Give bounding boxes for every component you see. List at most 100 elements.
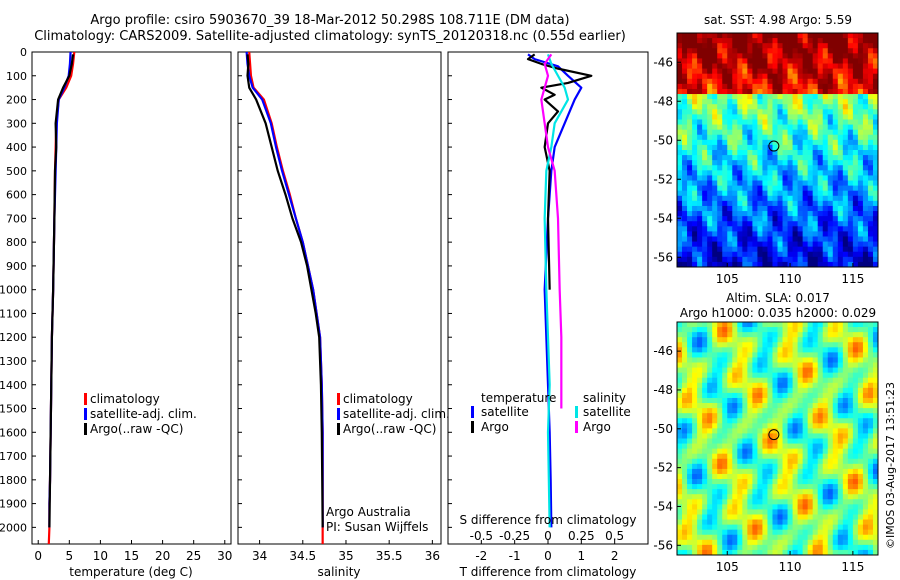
x-tick-label: 5	[65, 549, 73, 563]
map-cell	[827, 489, 834, 495]
map-cell	[827, 438, 834, 444]
map-cell	[797, 139, 804, 146]
map-cell	[772, 134, 778, 141]
map-cell	[732, 443, 738, 450]
map-cell	[827, 494, 834, 500]
map-cell	[762, 387, 768, 394]
map-cell	[857, 428, 864, 434]
map-cell	[862, 514, 869, 520]
map-cell	[852, 231, 859, 237]
map-cell	[862, 99, 869, 105]
x-tick-label: 36	[425, 549, 440, 563]
map-cell	[717, 549, 723, 556]
map-cell	[812, 195, 819, 202]
map-cell	[862, 534, 869, 541]
map-cell	[862, 377, 869, 384]
map-cell	[807, 408, 814, 414]
map-cell	[797, 53, 804, 59]
map-cell	[852, 347, 859, 353]
map-cell	[797, 190, 804, 197]
map-cell	[797, 403, 804, 409]
map-cell	[802, 256, 809, 263]
map-cell	[752, 484, 758, 490]
depth-tick-label: 400	[6, 141, 27, 154]
map-cell	[822, 327, 829, 333]
map-cell	[822, 63, 829, 70]
map-cell	[837, 327, 844, 333]
map-cell	[687, 48, 693, 54]
map-cell	[722, 377, 728, 384]
map-cell	[822, 43, 829, 49]
map-cell	[702, 519, 708, 526]
map-cell	[772, 160, 778, 166]
series-line-sal-climatology	[248, 52, 324, 544]
map-cell	[747, 216, 753, 222]
map-cell	[687, 200, 693, 207]
map-cell	[797, 73, 804, 80]
map-cell	[797, 519, 804, 526]
map-cell	[767, 78, 773, 85]
map-cell	[677, 534, 683, 541]
map-cell	[857, 94, 864, 100]
map-cell	[767, 524, 773, 531]
map-cell	[692, 48, 698, 54]
map-cell	[707, 463, 713, 470]
map-cell	[857, 403, 864, 409]
map-x-tick-label: 115	[841, 560, 864, 574]
map-cell	[732, 433, 738, 439]
map-cell	[752, 175, 758, 181]
map-cell	[807, 423, 814, 429]
map-cell	[777, 63, 783, 70]
map-cell	[792, 170, 799, 176]
map-cell	[752, 362, 758, 368]
map-cell	[867, 73, 874, 80]
map-cell	[847, 367, 854, 374]
map-cell	[732, 261, 738, 268]
map-cell	[692, 231, 698, 237]
map-cell	[827, 387, 834, 394]
map-cell	[707, 539, 713, 546]
map-cell	[827, 544, 834, 551]
map-cell	[772, 190, 778, 197]
map-cell	[722, 190, 728, 197]
map-cell	[857, 58, 864, 64]
map-cell	[677, 175, 683, 181]
map-cell	[767, 362, 773, 368]
map-cell	[837, 94, 844, 100]
map-cell	[782, 129, 788, 136]
map-cell	[772, 479, 778, 485]
map-cell	[757, 534, 763, 541]
map-cell	[682, 88, 688, 95]
map-cell	[837, 332, 844, 338]
map-cell	[732, 418, 738, 424]
map-cell	[732, 221, 738, 227]
map-cell	[712, 99, 718, 105]
map-cell	[697, 519, 703, 526]
map-cell	[872, 408, 879, 414]
map-cell	[872, 33, 879, 39]
map-cell	[802, 246, 809, 253]
map-cell	[782, 155, 788, 161]
x-axes: 0 5 10 15 20 25 30 34 34.5 35 35.5 36 -2 -1 0 1 2-0.5 -0.…	[34, 529, 624, 563]
map-cell	[817, 226, 824, 232]
map-cell	[837, 175, 844, 181]
map-cell	[867, 231, 874, 237]
map-cell	[687, 246, 693, 253]
map-cell	[742, 58, 748, 64]
map-cell	[782, 139, 788, 146]
map-cell	[807, 33, 814, 39]
map-cell	[762, 205, 768, 212]
map-cell	[767, 367, 773, 374]
map-cell	[812, 205, 819, 212]
x2-tick-label: 0.25	[568, 529, 595, 543]
map-cell	[717, 524, 723, 531]
map-cell	[697, 418, 703, 424]
map-cell	[757, 99, 763, 105]
map-cell	[837, 33, 844, 39]
map-cell	[787, 190, 793, 197]
map-cell	[812, 489, 819, 495]
map-cell	[807, 226, 814, 232]
map-cell	[677, 99, 683, 105]
map-cell	[767, 251, 773, 258]
map-cell	[702, 504, 708, 510]
